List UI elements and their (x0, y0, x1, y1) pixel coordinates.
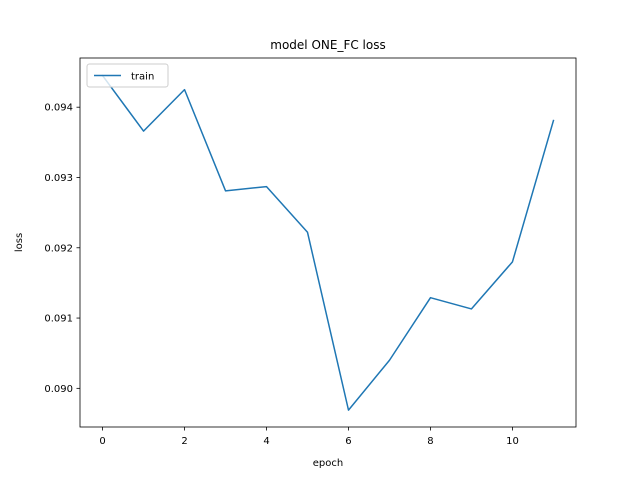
x-tick-label: 6 (345, 436, 351, 447)
data-point (143, 130, 145, 132)
data-point (389, 359, 391, 361)
data-point (471, 308, 473, 310)
legend-box (86, 63, 169, 88)
x-tick-label: 0 (99, 436, 105, 447)
x-axis-label: epoch (313, 458, 343, 469)
x-axis-ticks: 0 2 4 6 8 10 (99, 427, 519, 447)
y-tick-label: 0.094 (44, 103, 73, 114)
data-point (184, 89, 186, 91)
series-layer (101, 74, 555, 411)
y-axis-label: loss (14, 233, 25, 252)
plot-area (80, 58, 576, 427)
x-tick-label: 8 (427, 436, 433, 447)
data-point (266, 186, 268, 188)
x-tick-label: 4 (263, 436, 269, 447)
legend-label-train: train (131, 72, 154, 83)
data-point (307, 232, 309, 234)
data-point (553, 120, 555, 122)
x-tick-label: 10 (506, 436, 519, 447)
plot-frame (79, 57, 577, 428)
y-tick-label: 0.090 (44, 384, 73, 395)
legend: train (86, 63, 169, 88)
y-tick-label: 0.093 (44, 173, 73, 184)
chart-title: model ONE_FC loss (270, 38, 385, 52)
data-point (348, 409, 350, 411)
y-tick-label: 0.091 (44, 314, 73, 325)
data-point (430, 297, 432, 299)
x-tick-label: 2 (181, 436, 187, 447)
data-point (512, 261, 514, 263)
y-axis-ticks: 0.090 0.091 0.092 0.093 0.094 (44, 103, 80, 395)
data-point (225, 190, 227, 192)
series-line-train (101, 74, 555, 411)
y-tick-label: 0.092 (44, 243, 73, 254)
